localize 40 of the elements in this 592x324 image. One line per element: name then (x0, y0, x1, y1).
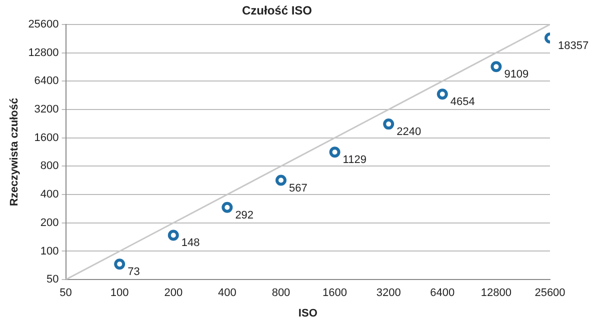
y-tick-label: 200 (40, 216, 59, 229)
y-tick-label: 3200 (34, 104, 59, 116)
data-label: 2240 (396, 126, 422, 138)
y-tick-label: 400 (40, 188, 59, 201)
x-tick-label: 12800 (480, 287, 512, 300)
data-label: 292 (235, 209, 254, 222)
point (114, 258, 126, 270)
y-tick-label: 800 (40, 160, 59, 172)
point (329, 146, 340, 158)
x-tick-label: 100 (110, 287, 129, 300)
data-label: 9109 (504, 68, 529, 81)
x-tick-label: 25600 (534, 287, 566, 300)
point (490, 61, 502, 72)
data-label: 73 (128, 266, 140, 278)
x-tick-label: 6400 (430, 287, 455, 300)
point (383, 118, 394, 130)
chart-title: Czułość ISO (242, 4, 312, 18)
y-tick-label: 1600 (34, 132, 59, 144)
data-label: 567 (288, 182, 308, 194)
point (168, 230, 179, 241)
y-tick-label: 25600 (28, 18, 59, 30)
point (222, 202, 233, 213)
data-label: 4654 (450, 96, 475, 108)
y-tick-label: 50 (46, 274, 59, 286)
y-axis-title: Rzeczywista czułość (8, 98, 21, 206)
point (436, 88, 448, 100)
x-axis-title: ISO (298, 307, 318, 320)
y-tick-label: 6400 (34, 75, 59, 88)
y-tick-label: 100 (40, 245, 59, 258)
data-label: 18357 (558, 40, 589, 52)
x-tick-label: 3200 (376, 287, 401, 300)
data-label: 1129 (342, 154, 366, 166)
x-tick-label: 200 (164, 287, 183, 300)
x-tick-label: 800 (272, 287, 290, 300)
point (275, 174, 286, 186)
x-tick-label: 1600 (322, 287, 348, 300)
y-tick-label: 12800 (28, 46, 59, 59)
x-tick-label: 400 (218, 287, 236, 300)
data-label: 148 (181, 237, 200, 250)
x-tick-label: 50 (60, 287, 72, 300)
